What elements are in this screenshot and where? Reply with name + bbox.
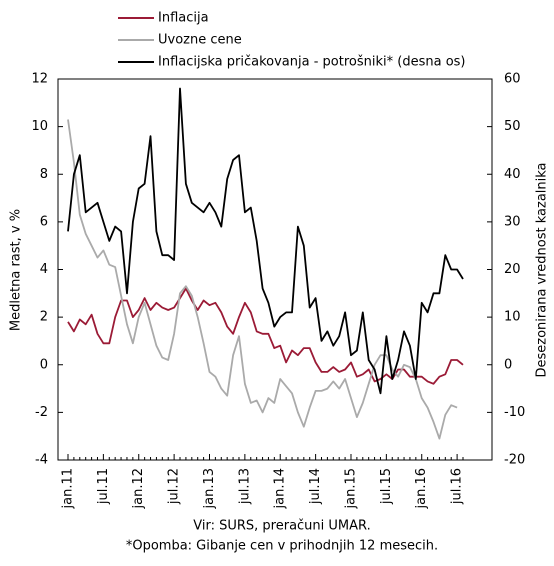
x-tick-label: jan.16 bbox=[414, 468, 429, 510]
y-tick-label: 12 bbox=[31, 72, 48, 87]
y2-tick-label: 50 bbox=[504, 119, 521, 134]
x-tick-label: jan.11 bbox=[61, 468, 76, 510]
x-tick-label: jan.13 bbox=[202, 468, 217, 510]
y-tick-label: 10 bbox=[31, 119, 48, 134]
source-note: Vir: SURS, preračuni UMAR. bbox=[193, 519, 370, 534]
y2-tick-label: -10 bbox=[504, 405, 525, 420]
series-line bbox=[67, 119, 458, 440]
y-tick-label: -4 bbox=[35, 453, 48, 468]
x-tick-label: jul.12 bbox=[167, 468, 182, 505]
y2-tick-label: 20 bbox=[504, 262, 521, 277]
x-tick-label: jan.12 bbox=[131, 468, 146, 510]
y2-tick-label: 0 bbox=[504, 357, 512, 372]
y2-tick-label: 60 bbox=[504, 72, 521, 87]
y-tick-label: -2 bbox=[35, 405, 48, 420]
y-tick-label: 8 bbox=[40, 167, 48, 182]
y-tick-label: 2 bbox=[40, 310, 48, 325]
x-tick-label: jul.16 bbox=[450, 468, 465, 505]
x-tick-label: jul.14 bbox=[308, 468, 323, 505]
y-axis-label: Medletna rast, v % bbox=[9, 209, 24, 331]
x-tick-label: jul.11 bbox=[96, 468, 111, 505]
y-tick-label: 0 bbox=[40, 357, 48, 372]
x-tick-label: jul.15 bbox=[379, 468, 394, 505]
legend-label: Uvozne cene bbox=[158, 33, 242, 48]
series-line bbox=[67, 87, 464, 395]
y2-tick-label: 40 bbox=[504, 167, 521, 182]
y2-axis-label: Desezonirana vrednost kazalnika bbox=[535, 162, 550, 377]
y2-tick-label: -20 bbox=[504, 453, 525, 468]
footnote: *Opomba: Gibanje cen v prihodnjih 12 mes… bbox=[126, 539, 438, 554]
y2-tick-label: 10 bbox=[504, 310, 521, 325]
x-tick-label: jan.15 bbox=[343, 468, 358, 510]
y2-tick-label: 30 bbox=[504, 214, 521, 229]
x-tick-label: jul.13 bbox=[237, 468, 252, 505]
legend-label: Inflacija bbox=[158, 11, 209, 26]
y-tick-label: 4 bbox=[40, 262, 48, 277]
x-tick-label: jan.14 bbox=[273, 468, 288, 510]
legend-label: Inflacijska pričakovanja - potrošniki* (… bbox=[158, 55, 466, 70]
y-tick-label: 6 bbox=[40, 214, 48, 229]
series-line bbox=[67, 287, 464, 385]
